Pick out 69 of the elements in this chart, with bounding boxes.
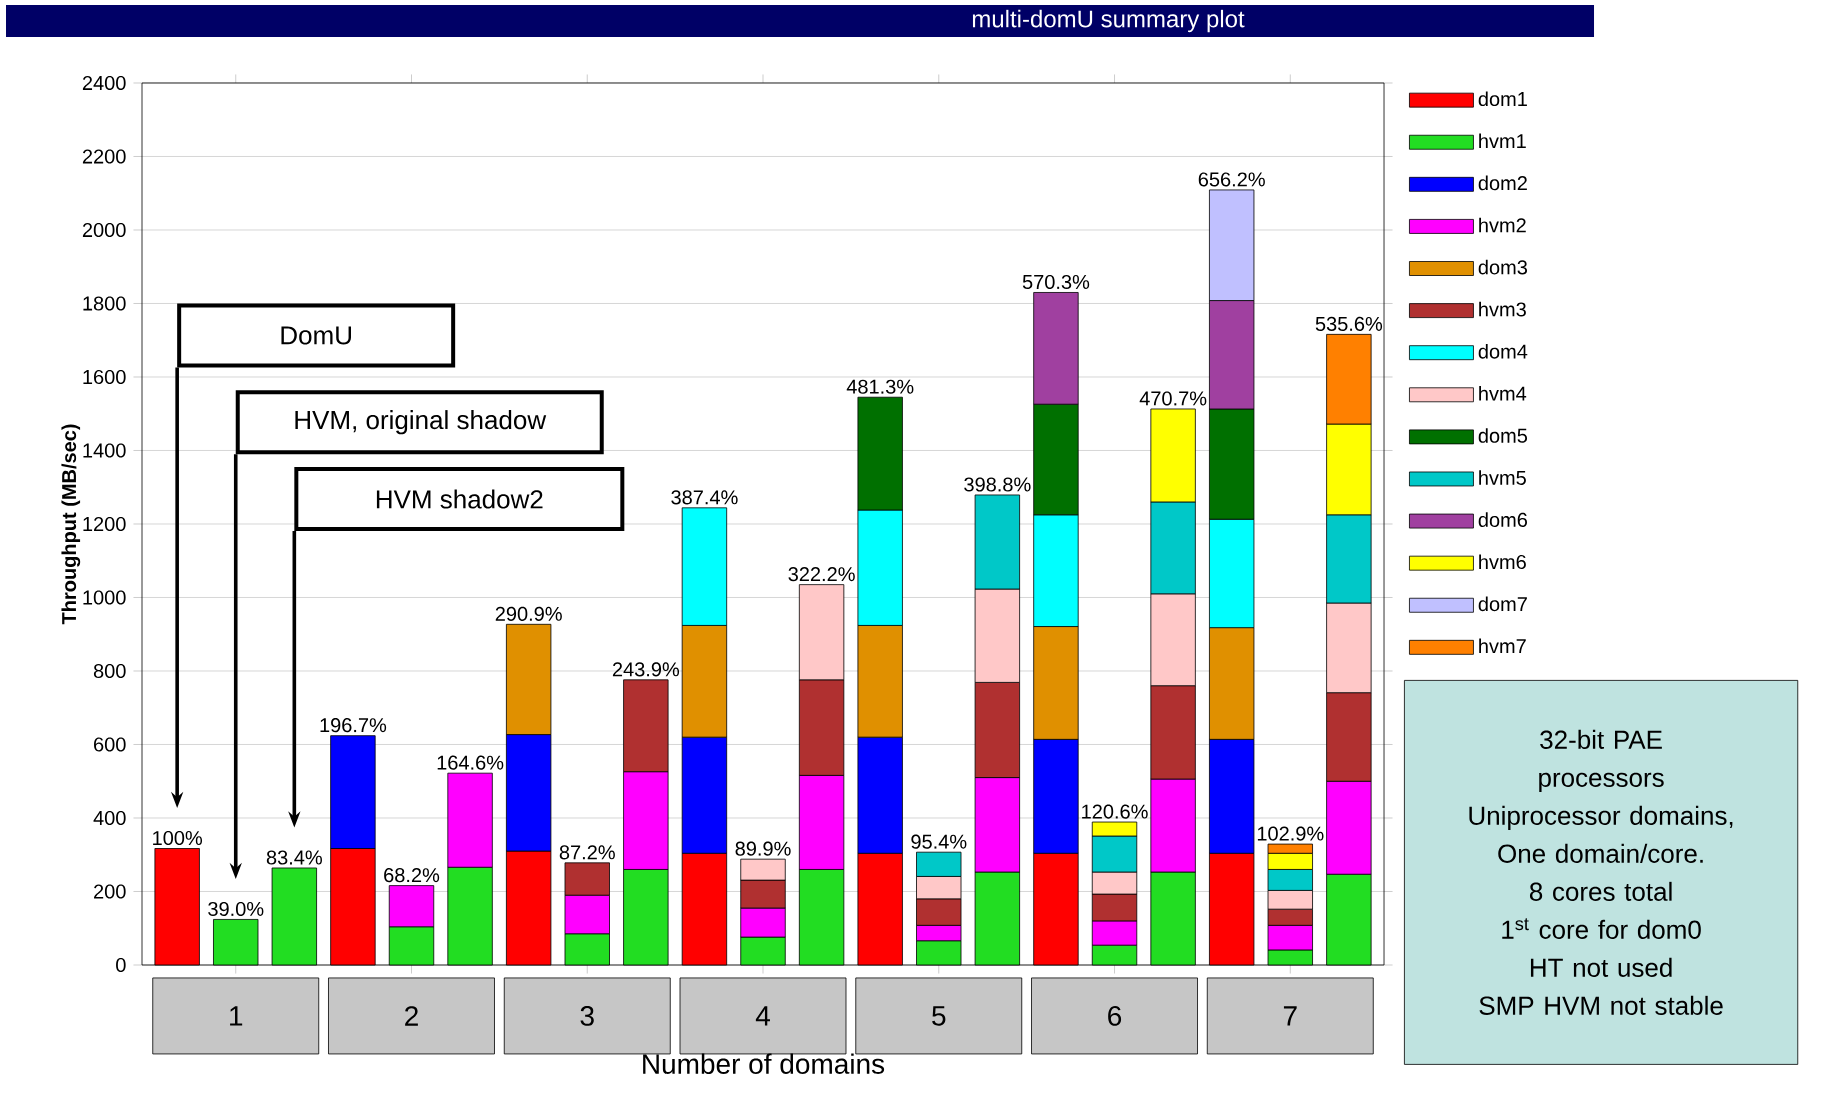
annotation: 102.9% (1257, 826, 1324, 841)
y-tick-label: 800 (93, 663, 126, 679)
annotation: 164.6% (437, 755, 504, 770)
legend-label: hvm1 (1479, 133, 1526, 148)
text: 1$^{st}$ core for dom0 (1502, 918, 1701, 939)
x-tick-label: 6 (1108, 1006, 1122, 1026)
y-tick-label: 400 (93, 810, 126, 826)
annotation: 120.6% (1082, 804, 1148, 819)
text: 32-bit PAE (1540, 729, 1662, 749)
legend-label: dom6 (1478, 512, 1528, 527)
x-tick-label: 1 (230, 1006, 243, 1026)
annotation: HVM shadow2 (376, 489, 543, 509)
y-tick-label: 2400 (82, 75, 126, 91)
legend-label: hvm6 (1479, 554, 1526, 570)
y-tick-label: 1600 (83, 369, 126, 385)
text: SMP HVM not stable (1479, 995, 1723, 1015)
legend-label: hvm4 (1479, 386, 1527, 401)
y-tick-label: 2000 (82, 222, 126, 238)
x-tick-label: 7 (1283, 1006, 1297, 1026)
annotation: 290.9% (495, 606, 562, 621)
y-axis-title: Throughput (MB/sec) (61, 424, 81, 625)
text: 8 cores total (1529, 881, 1672, 901)
legend-label: dom3 (1478, 259, 1528, 275)
annotation: 243.9% (612, 662, 680, 677)
annotation: 89.9% (735, 841, 791, 856)
text: One domain/core. (1498, 843, 1703, 863)
annotation: 570.3% (1022, 274, 1090, 290)
text: processors (1539, 772, 1664, 793)
text: HT not used (1530, 957, 1672, 977)
legend-label: dom1 (1478, 91, 1527, 107)
annotation: 656.2% (1198, 172, 1265, 187)
legend-label: hvm2 (1479, 217, 1526, 233)
annotation: 387.4% (671, 490, 738, 505)
legend-label: dom5 (1478, 428, 1528, 443)
annotation: 470.7% (1139, 391, 1207, 406)
x-tick-label: 5 (932, 1006, 946, 1026)
annotation: 39.0% (208, 901, 264, 917)
chart-title: multi-domU summary plot (972, 9, 1245, 33)
annotation: HVM, original shadow (295, 410, 547, 435)
annotation: 481.3% (846, 379, 914, 394)
legend-label: dom7 (1478, 596, 1527, 612)
annotation: 100% (153, 830, 203, 846)
y-tick-label: 1200 (83, 516, 126, 532)
legend-label: hvm3 (1479, 301, 1526, 317)
legend-label: dom4 (1478, 343, 1528, 359)
y-tick-label: 2200 (82, 149, 126, 164)
y-tick-label: 1000 (83, 590, 126, 605)
annotation: 68.2% (384, 868, 440, 883)
annotation: 398.8% (964, 477, 1031, 492)
legend-label: hvm5 (1479, 470, 1526, 485)
annotation: 322.2% (788, 567, 855, 582)
y-tick-label: 1800 (83, 296, 126, 311)
x-tick-label: 4 (755, 1006, 770, 1026)
y-tick-label: 200 (94, 884, 126, 899)
annotation: 196.7% (320, 718, 387, 733)
y-tick-label: 1400 (83, 443, 126, 458)
annotation: 535.6% (1315, 316, 1383, 331)
annotation: DomU (281, 326, 351, 345)
annotation: 95.4% (911, 834, 967, 849)
legend-label: dom2 (1478, 175, 1527, 191)
y-tick-label: 0 (116, 957, 126, 973)
annotation: 83.4% (266, 850, 322, 865)
x-axis-title: Number of domains (643, 1053, 885, 1074)
legend-label: hvm7 (1479, 638, 1526, 654)
text: Uniprocessor domains, (1469, 805, 1733, 831)
annotation: 87.2% (559, 845, 615, 860)
x-tick-label: 3 (580, 1006, 594, 1026)
x-tick-label: 2 (405, 1006, 418, 1026)
y-tick-label: 600 (94, 737, 126, 752)
